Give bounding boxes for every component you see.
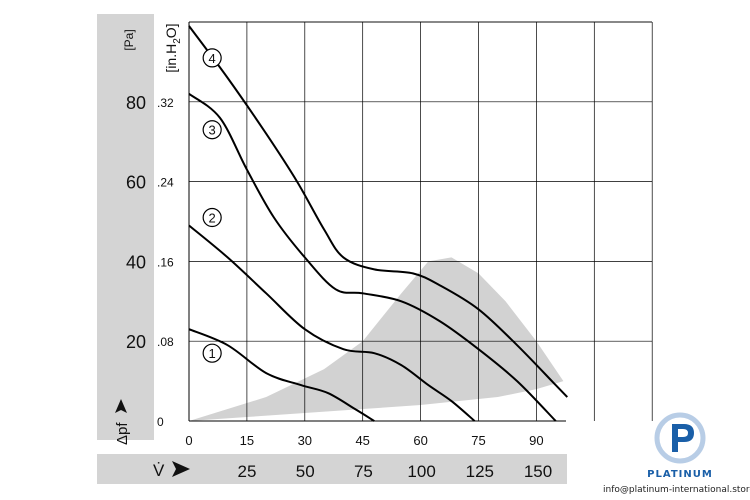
series-curve-3 bbox=[188, 93, 557, 422]
grid-layer bbox=[188, 21, 653, 422]
series-label-text: 3 bbox=[209, 123, 216, 138]
series-label-circle-icon bbox=[202, 207, 222, 228]
series-labels-layer: 1 2 3 4 bbox=[202, 48, 222, 363]
series-curve-2 bbox=[188, 224, 476, 422]
x-tick-label: 90 bbox=[529, 433, 543, 448]
inh2o-unit-label: [in.H2O] bbox=[163, 23, 183, 72]
logo-email: info@platinum-international.store bbox=[603, 485, 750, 495]
x2-tick-label: 25 bbox=[238, 462, 257, 481]
series-label-4: 4 bbox=[202, 48, 222, 68]
x2-tick-label: 150 bbox=[524, 462, 552, 481]
x2-tick-label: 50 bbox=[296, 462, 315, 481]
x2-tick-label: 75 bbox=[354, 462, 373, 481]
dp-axis-label: Δpf bbox=[114, 399, 131, 445]
operating-region bbox=[189, 257, 564, 421]
x-tick-label: 60 bbox=[413, 433, 427, 448]
y-inh2o-tick-label: .08 bbox=[157, 335, 174, 349]
series-label-3: 3 bbox=[202, 120, 222, 140]
y-inh2o-tick-label: 0 bbox=[157, 415, 164, 429]
x-tick-label: 15 bbox=[240, 433, 254, 448]
left-axis-panel bbox=[97, 14, 154, 440]
svg-text:Δpf: Δpf bbox=[114, 422, 131, 445]
pa-unit-label: [Pa] bbox=[122, 29, 136, 50]
x2-tick-label: 100 bbox=[407, 462, 435, 481]
series-curve-4 bbox=[188, 25, 568, 398]
y-inh2o-tick-label: .16 bbox=[157, 255, 174, 269]
flow-axis-label: V̇ bbox=[153, 461, 190, 480]
y-pa-tick-label: 20 bbox=[126, 332, 146, 352]
y-inh2o-tick-label: .32 bbox=[157, 96, 174, 110]
series-label-circle-icon bbox=[202, 48, 222, 68]
y-pa-tick-label: 40 bbox=[126, 252, 146, 272]
series-label-text: 2 bbox=[209, 211, 216, 226]
y-pa-tick-label: 60 bbox=[126, 173, 146, 193]
y-pa-tick-label: 80 bbox=[126, 93, 146, 113]
logo-name: PLATINUM bbox=[647, 469, 713, 480]
ticks-layer: 0 15 30 45 60 75 90 25 50 75 100 125 150 20 40 60 80 0 .08… bbox=[126, 93, 552, 481]
series-label-1: 1 bbox=[202, 343, 222, 363]
bottom-axis-panel bbox=[97, 454, 567, 484]
series-label-text: 1 bbox=[209, 346, 216, 361]
x-tick-label: 0 bbox=[185, 433, 192, 448]
series-label-2: 2 bbox=[202, 207, 222, 228]
dp-arrow-icon bbox=[115, 399, 127, 413]
x-tick-label: 45 bbox=[355, 433, 369, 448]
series-label-circle-icon bbox=[202, 120, 222, 140]
x-tick-label: 30 bbox=[298, 433, 312, 448]
logo-p-icon bbox=[672, 424, 694, 452]
platinum-logo: PLATINUM info@platinum-international.sto… bbox=[603, 412, 750, 495]
logo-ring-icon bbox=[654, 412, 706, 464]
svg-text:V̇: V̇ bbox=[153, 461, 165, 480]
operating-region-layer bbox=[189, 257, 564, 421]
series-curve-1 bbox=[188, 328, 375, 422]
flow-arrow-icon bbox=[172, 461, 190, 477]
x2-tick-label: 125 bbox=[466, 462, 494, 481]
series-label-circle-icon bbox=[202, 343, 222, 363]
y-inh2o-tick-label: .24 bbox=[157, 176, 174, 190]
series-layer bbox=[188, 25, 568, 422]
series-label-text: 4 bbox=[209, 51, 216, 66]
x-tick-label: 75 bbox=[471, 433, 485, 448]
